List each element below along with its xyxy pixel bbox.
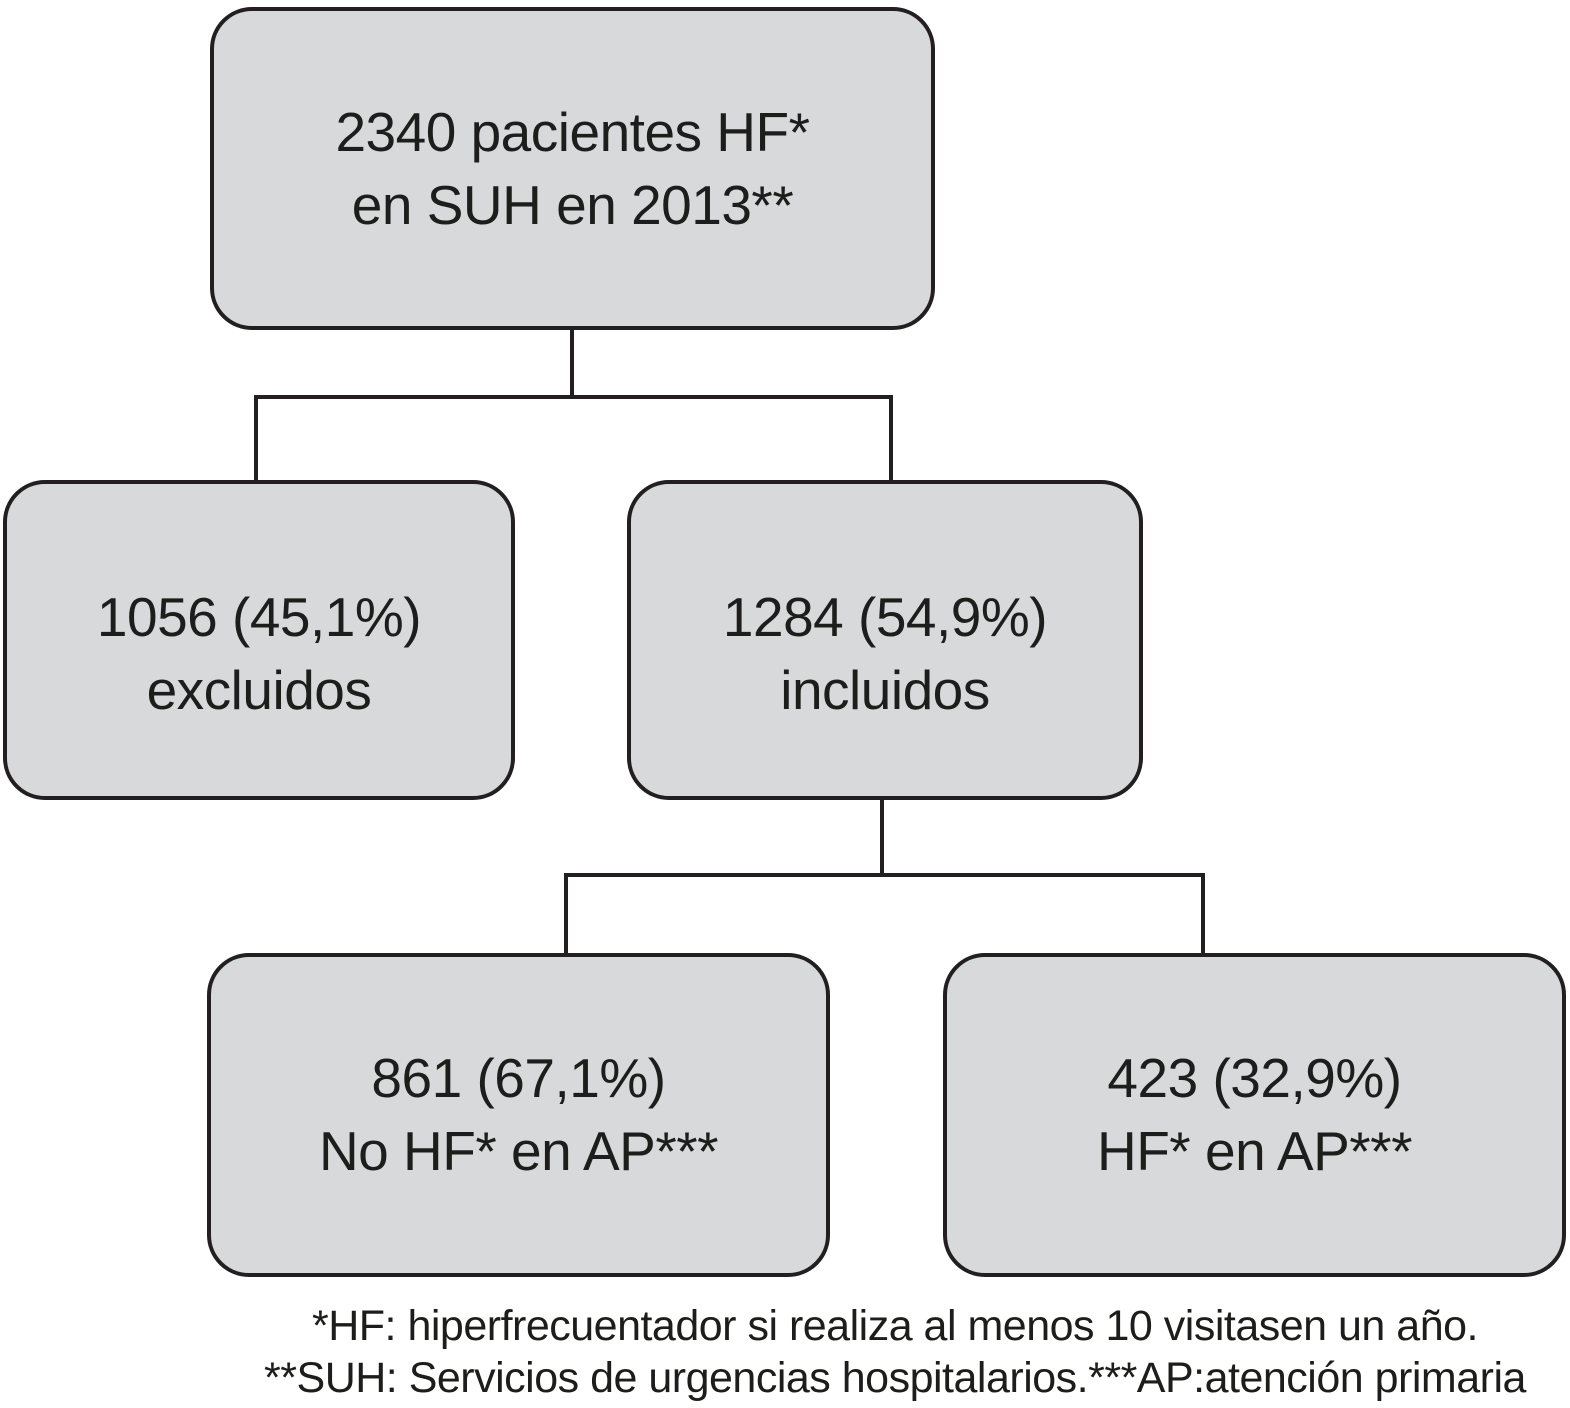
node-root-text: 2340 pacientes HF* en SUH en 2013** [335, 96, 810, 241]
node-excluded-line2: excluidos [146, 659, 372, 721]
node-no-hf-ap: 861 (67,1%) No HF* en AP*** [207, 953, 830, 1277]
connector-to-included [889, 395, 893, 483]
footnote-hf-definition: *HF: hiperfrecuentador si realiza al men… [312, 1302, 1478, 1350]
connector-included-stem [880, 798, 884, 877]
node-included-line2: incluidos [780, 659, 990, 721]
node-root-patients: 2340 pacientes HF* en SUH en 2013** [210, 7, 935, 330]
node-no-hf-ap-line1: 861 (67,1%) [371, 1047, 666, 1110]
node-hf-ap-line2: HF* en AP*** [1096, 1120, 1413, 1182]
connector-to-no-hf-ap [564, 873, 568, 957]
node-excluded: 1056 (45,1%) excluidos [3, 480, 515, 800]
node-hf-ap-text: 423 (32,9%) HF* en AP*** [1096, 1042, 1413, 1187]
footnote-suh-ap-definition: **SUH: Servicios de urgencias hospitalar… [264, 1354, 1526, 1403]
node-included-line1: 1284 (54,9%) [722, 586, 1048, 649]
footnotes: *HF: hiperfrecuentador si realiza al men… [220, 1300, 1570, 1404]
node-root-line1: 2340 pacientes HF* [335, 100, 810, 163]
connector-root-stem [570, 328, 574, 398]
node-hf-ap: 423 (32,9%) HF* en AP*** [943, 953, 1566, 1277]
node-no-hf-ap-line2: No HF* en AP*** [318, 1120, 719, 1182]
connector-to-excluded [254, 395, 258, 483]
node-included-text: 1284 (54,9%) incluidos [722, 581, 1048, 726]
node-excluded-line1: 1056 (45,1%) [96, 586, 422, 649]
connector-to-hf-ap [1201, 873, 1205, 957]
node-hf-ap-line1: 423 (32,9%) [1107, 1047, 1402, 1110]
connector-level1-crossbar [254, 395, 893, 399]
node-included: 1284 (54,9%) incluidos [627, 480, 1143, 800]
node-excluded-text: 1056 (45,1%) excluidos [96, 581, 422, 726]
node-root-line2: en SUH en 2013** [351, 173, 794, 236]
connector-level2-crossbar [564, 873, 1205, 877]
node-no-hf-ap-text: 861 (67,1%) No HF* en AP*** [318, 1042, 719, 1187]
